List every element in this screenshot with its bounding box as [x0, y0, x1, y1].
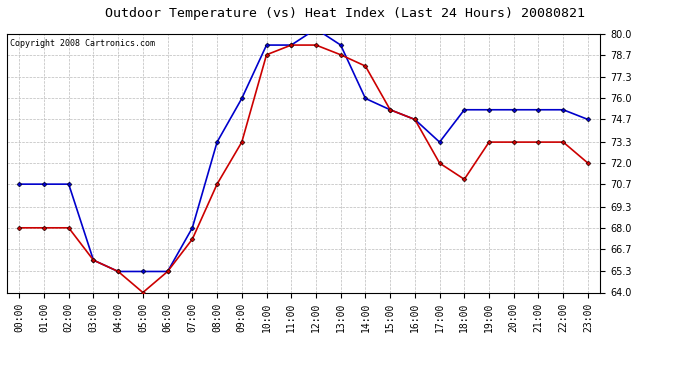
Text: Outdoor Temperature (vs) Heat Index (Last 24 Hours) 20080821: Outdoor Temperature (vs) Heat Index (Las…: [105, 8, 585, 21]
Text: Copyright 2008 Cartronics.com: Copyright 2008 Cartronics.com: [10, 39, 155, 48]
